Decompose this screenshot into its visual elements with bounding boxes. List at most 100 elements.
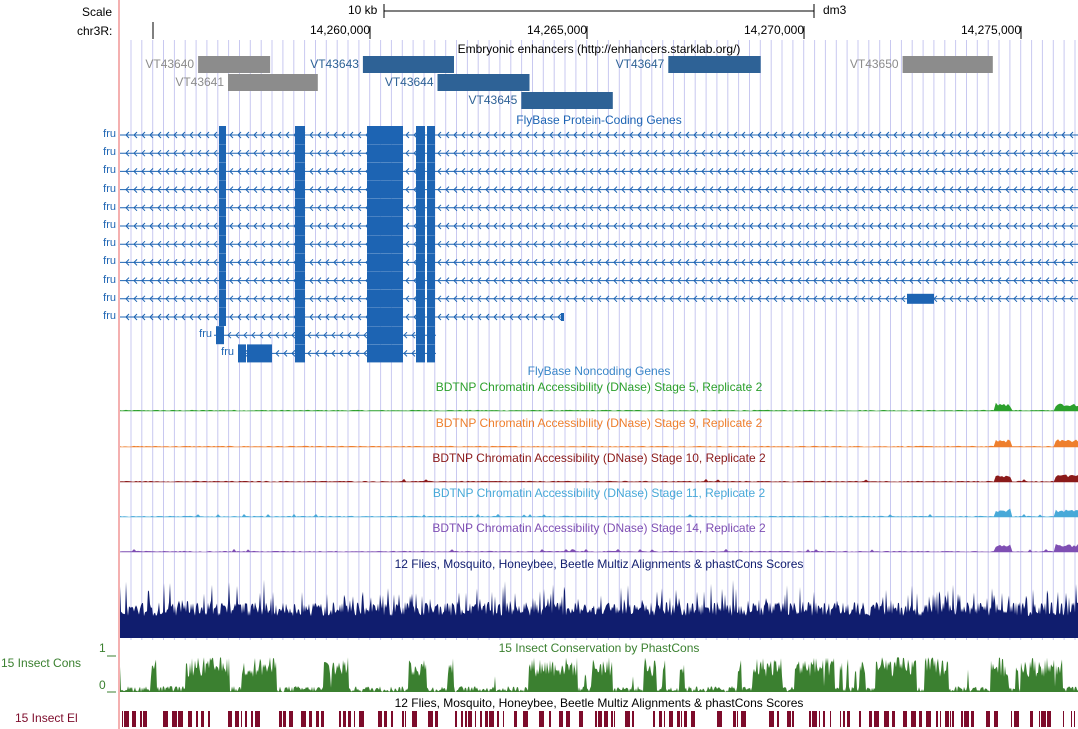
strand-arrow	[917, 277, 922, 284]
elements-track-title[interactable]: 12 Flies, Mosquito, Honeybee, Beetle Mul…	[394, 696, 804, 710]
strand-arrow	[677, 295, 682, 303]
genes-track-title[interactable]: FlyBase Protein-Coding Genes	[516, 113, 682, 127]
strand-arrow	[645, 240, 650, 248]
gene-label-fru[interactable]: fru	[103, 291, 116, 304]
strand-arrow	[1021, 295, 1026, 303]
strand-arrow	[885, 186, 890, 193]
strand-arrow	[653, 168, 658, 175]
gene-label-fru[interactable]: fru	[103, 219, 116, 231]
strand-arrow	[781, 240, 786, 248]
strand-arrow	[347, 350, 352, 357]
strand-arrow	[621, 186, 626, 193]
strand-arrow	[189, 204, 194, 212]
strand-arrow	[925, 222, 930, 230]
strand-arrow	[597, 204, 602, 212]
strand-arrow	[501, 131, 506, 139]
enhancer-label[interactable]: VT43643	[310, 57, 359, 71]
gene-label-fru[interactable]: fru	[103, 182, 116, 195]
strand-arrow	[693, 186, 698, 193]
enhancer-label[interactable]: VT43640	[145, 57, 195, 71]
dnase-stage10-title[interactable]: BDTNP Chromatin Accessibility (DNase) St…	[432, 451, 766, 465]
strand-arrow	[597, 131, 602, 139]
strand-arrow	[821, 222, 826, 230]
strand-arrow	[125, 295, 130, 303]
strand-arrow	[845, 277, 850, 284]
multiz-track-title[interactable]: 12 Flies, Mosquito, Honeybee, Beetle Mul…	[394, 557, 804, 571]
strand-arrow	[837, 259, 842, 266]
strand-arrow	[357, 222, 362, 230]
gene-label-fru[interactable]: fru	[103, 273, 116, 286]
exon	[367, 289, 403, 308]
gene-label-fru[interactable]: fru	[221, 346, 234, 359]
exon	[295, 180, 305, 199]
noncoding-track-title[interactable]: FlyBase Noncoding Genes	[527, 364, 671, 378]
enhancers-track-title[interactable]: Embryonic enhancers (http://enhancers.st…	[457, 42, 741, 56]
strand-arrow	[861, 259, 866, 266]
strand-arrow	[453, 277, 458, 284]
dnase-stage5-title[interactable]: BDTNP Chromatin Accessibility (DNase) St…	[435, 380, 763, 394]
gene-label-fru[interactable]: fru	[103, 237, 116, 250]
strand-arrow	[997, 186, 1002, 193]
enhancer-label[interactable]: VT43647	[615, 57, 665, 71]
cons-track-title[interactable]: 15 Insect Conservation by PhastCons	[498, 641, 700, 655]
strand-arrow	[717, 259, 722, 266]
scale-label: Scale	[82, 5, 113, 19]
enhancer-label[interactable]: VT43645	[468, 93, 518, 107]
strand-arrow	[453, 204, 458, 212]
strand-arrow	[533, 277, 538, 284]
conserved-element	[228, 711, 232, 727]
strand-arrow	[677, 277, 682, 284]
strand-arrow	[405, 295, 410, 303]
strand-arrow	[1053, 186, 1058, 193]
cons-side-label[interactable]: 15 Insect Cons	[1, 656, 82, 670]
gene-label-fru[interactable]: fru	[103, 146, 116, 159]
strand-arrow	[245, 204, 250, 212]
strand-arrow	[869, 186, 874, 193]
strand-arrow	[965, 222, 970, 230]
strand-arrow	[629, 168, 634, 175]
strand-arrow	[157, 168, 162, 175]
strand-arrow	[925, 277, 930, 284]
strand-arrow	[1037, 131, 1042, 139]
elements-side-label[interactable]: 15 Insect El	[15, 711, 78, 725]
strand-arrow	[813, 240, 818, 248]
conserved-element	[847, 711, 850, 727]
exon	[416, 271, 425, 290]
enhancer-label[interactable]: VT43650	[849, 57, 899, 71]
strand-arrow	[477, 204, 482, 212]
gene-label-fru[interactable]: fru	[103, 164, 116, 177]
strand-arrow	[741, 259, 746, 266]
strand-arrow	[765, 259, 770, 266]
strand-arrow	[245, 240, 250, 248]
strand-arrow	[933, 240, 938, 248]
strand-arrow	[701, 295, 706, 303]
strand-arrow	[957, 149, 962, 157]
enhancer-label[interactable]: VT43641	[175, 75, 225, 89]
strand-arrow	[493, 295, 498, 303]
strand-arrow	[885, 259, 890, 266]
strand-arrow	[837, 131, 842, 139]
strand-arrow	[1053, 168, 1058, 175]
gene-label-fru[interactable]: fru	[103, 310, 116, 322]
strand-arrow	[141, 259, 146, 266]
gene-label-fru[interactable]: fru	[103, 128, 116, 140]
strand-arrow	[605, 149, 610, 157]
dnase-stage11-title[interactable]: BDTNP Chromatin Accessibility (DNase) St…	[432, 486, 766, 500]
dnase-stage9-title[interactable]: BDTNP Chromatin Accessibility (DNase) St…	[435, 416, 763, 430]
dnase-stage14-title[interactable]: BDTNP Chromatin Accessibility (DNase) St…	[432, 521, 766, 535]
gene-label-fru[interactable]: fru	[103, 200, 116, 213]
strand-arrow	[331, 350, 336, 357]
strand-arrow	[917, 222, 922, 230]
enhancer-label[interactable]: VT43644	[384, 75, 434, 89]
gene-label-fru[interactable]: fru	[199, 328, 212, 341]
strand-arrow	[205, 149, 210, 157]
strand-arrow	[565, 240, 570, 248]
gene-label-fru[interactable]: fru	[103, 255, 116, 268]
strand-arrow	[205, 259, 210, 266]
strand-arrow	[685, 168, 690, 175]
conserved-element	[343, 711, 346, 727]
strand-arrow	[517, 313, 522, 321]
strand-arrow	[685, 295, 690, 303]
